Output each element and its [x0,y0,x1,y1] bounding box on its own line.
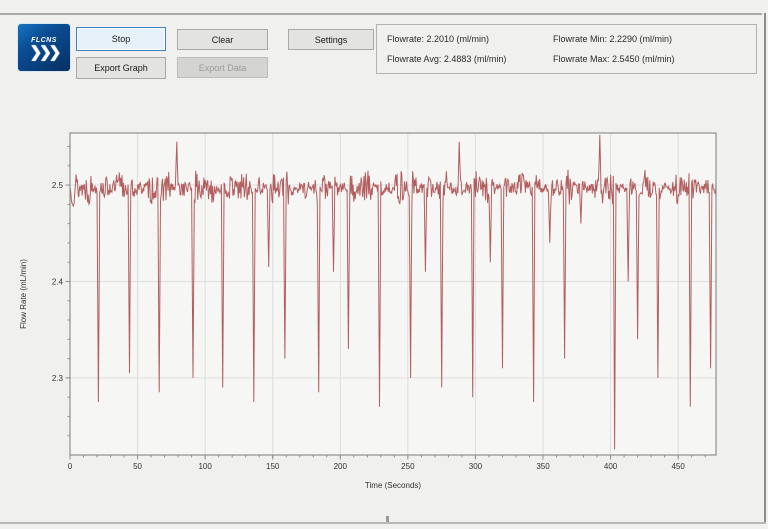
settings-button-label: Settings [314,34,348,45]
export-graph-button-label: Export Graph [94,63,148,73]
clear-button-label: Clear [211,34,234,45]
splitter-handle[interactable] [386,516,389,522]
export-data-button: Export Data [177,57,268,78]
svg-text:Flow Rate (mL/min): Flow Rate (mL/min) [19,259,28,329]
flowrate-status-panel: Flowrate: 2.2010 (ml/min) Flowrate Avg: … [376,24,757,74]
flowrate-minimum: Flowrate Min: 2.2290 (ml/min) [553,34,673,44]
svg-text:2.5: 2.5 [52,181,64,190]
logo-chevrons-icon: ❯❯❯ [29,43,62,61]
app-logo-text: FLCNS [31,36,57,44]
window-right-border [764,13,766,524]
flowrate-maximum: Flowrate Max: 2.5450 (ml/min) [553,54,675,64]
top-divider [0,13,762,15]
svg-text:0: 0 [68,462,73,471]
svg-text:150: 150 [266,462,280,471]
svg-text:300: 300 [469,462,483,471]
svg-text:450: 450 [671,462,685,471]
flow-rate-chart-svg: 0 50 100 150 200 250 300 350 400 450 2.3 2.4 2.5 Time… [19,132,717,490]
app-logo: FLCNS ❯❯❯ [18,24,70,71]
settings-button[interactable]: Settings [288,29,374,50]
svg-text:100: 100 [198,462,212,471]
stop-button-label: Stop [111,34,131,44]
export-graph-button[interactable]: Export Graph [76,57,166,79]
svg-text:Time (Seconds): Time (Seconds) [365,481,422,490]
flowrate-average: Flowrate Avg: 2.4883 (ml/min) [387,54,507,64]
svg-text:400: 400 [604,462,618,471]
export-data-button-label: Export Data [198,62,247,73]
svg-text:2.3: 2.3 [52,374,64,383]
svg-text:250: 250 [401,462,415,471]
svg-text:2.4: 2.4 [52,277,64,286]
svg-text:200: 200 [334,462,348,471]
svg-text:350: 350 [536,462,550,471]
svg-text:50: 50 [133,462,142,471]
flow-rate-chart: 0 50 100 150 200 250 300 350 400 450 2.3 2.4 2.5 Time… [0,95,768,515]
clear-button[interactable]: Clear [177,29,268,50]
bottom-divider [0,522,766,524]
stop-button[interactable]: Stop [76,27,166,51]
flowrate-current: Flowrate: 2.2010 (ml/min) [387,34,490,44]
